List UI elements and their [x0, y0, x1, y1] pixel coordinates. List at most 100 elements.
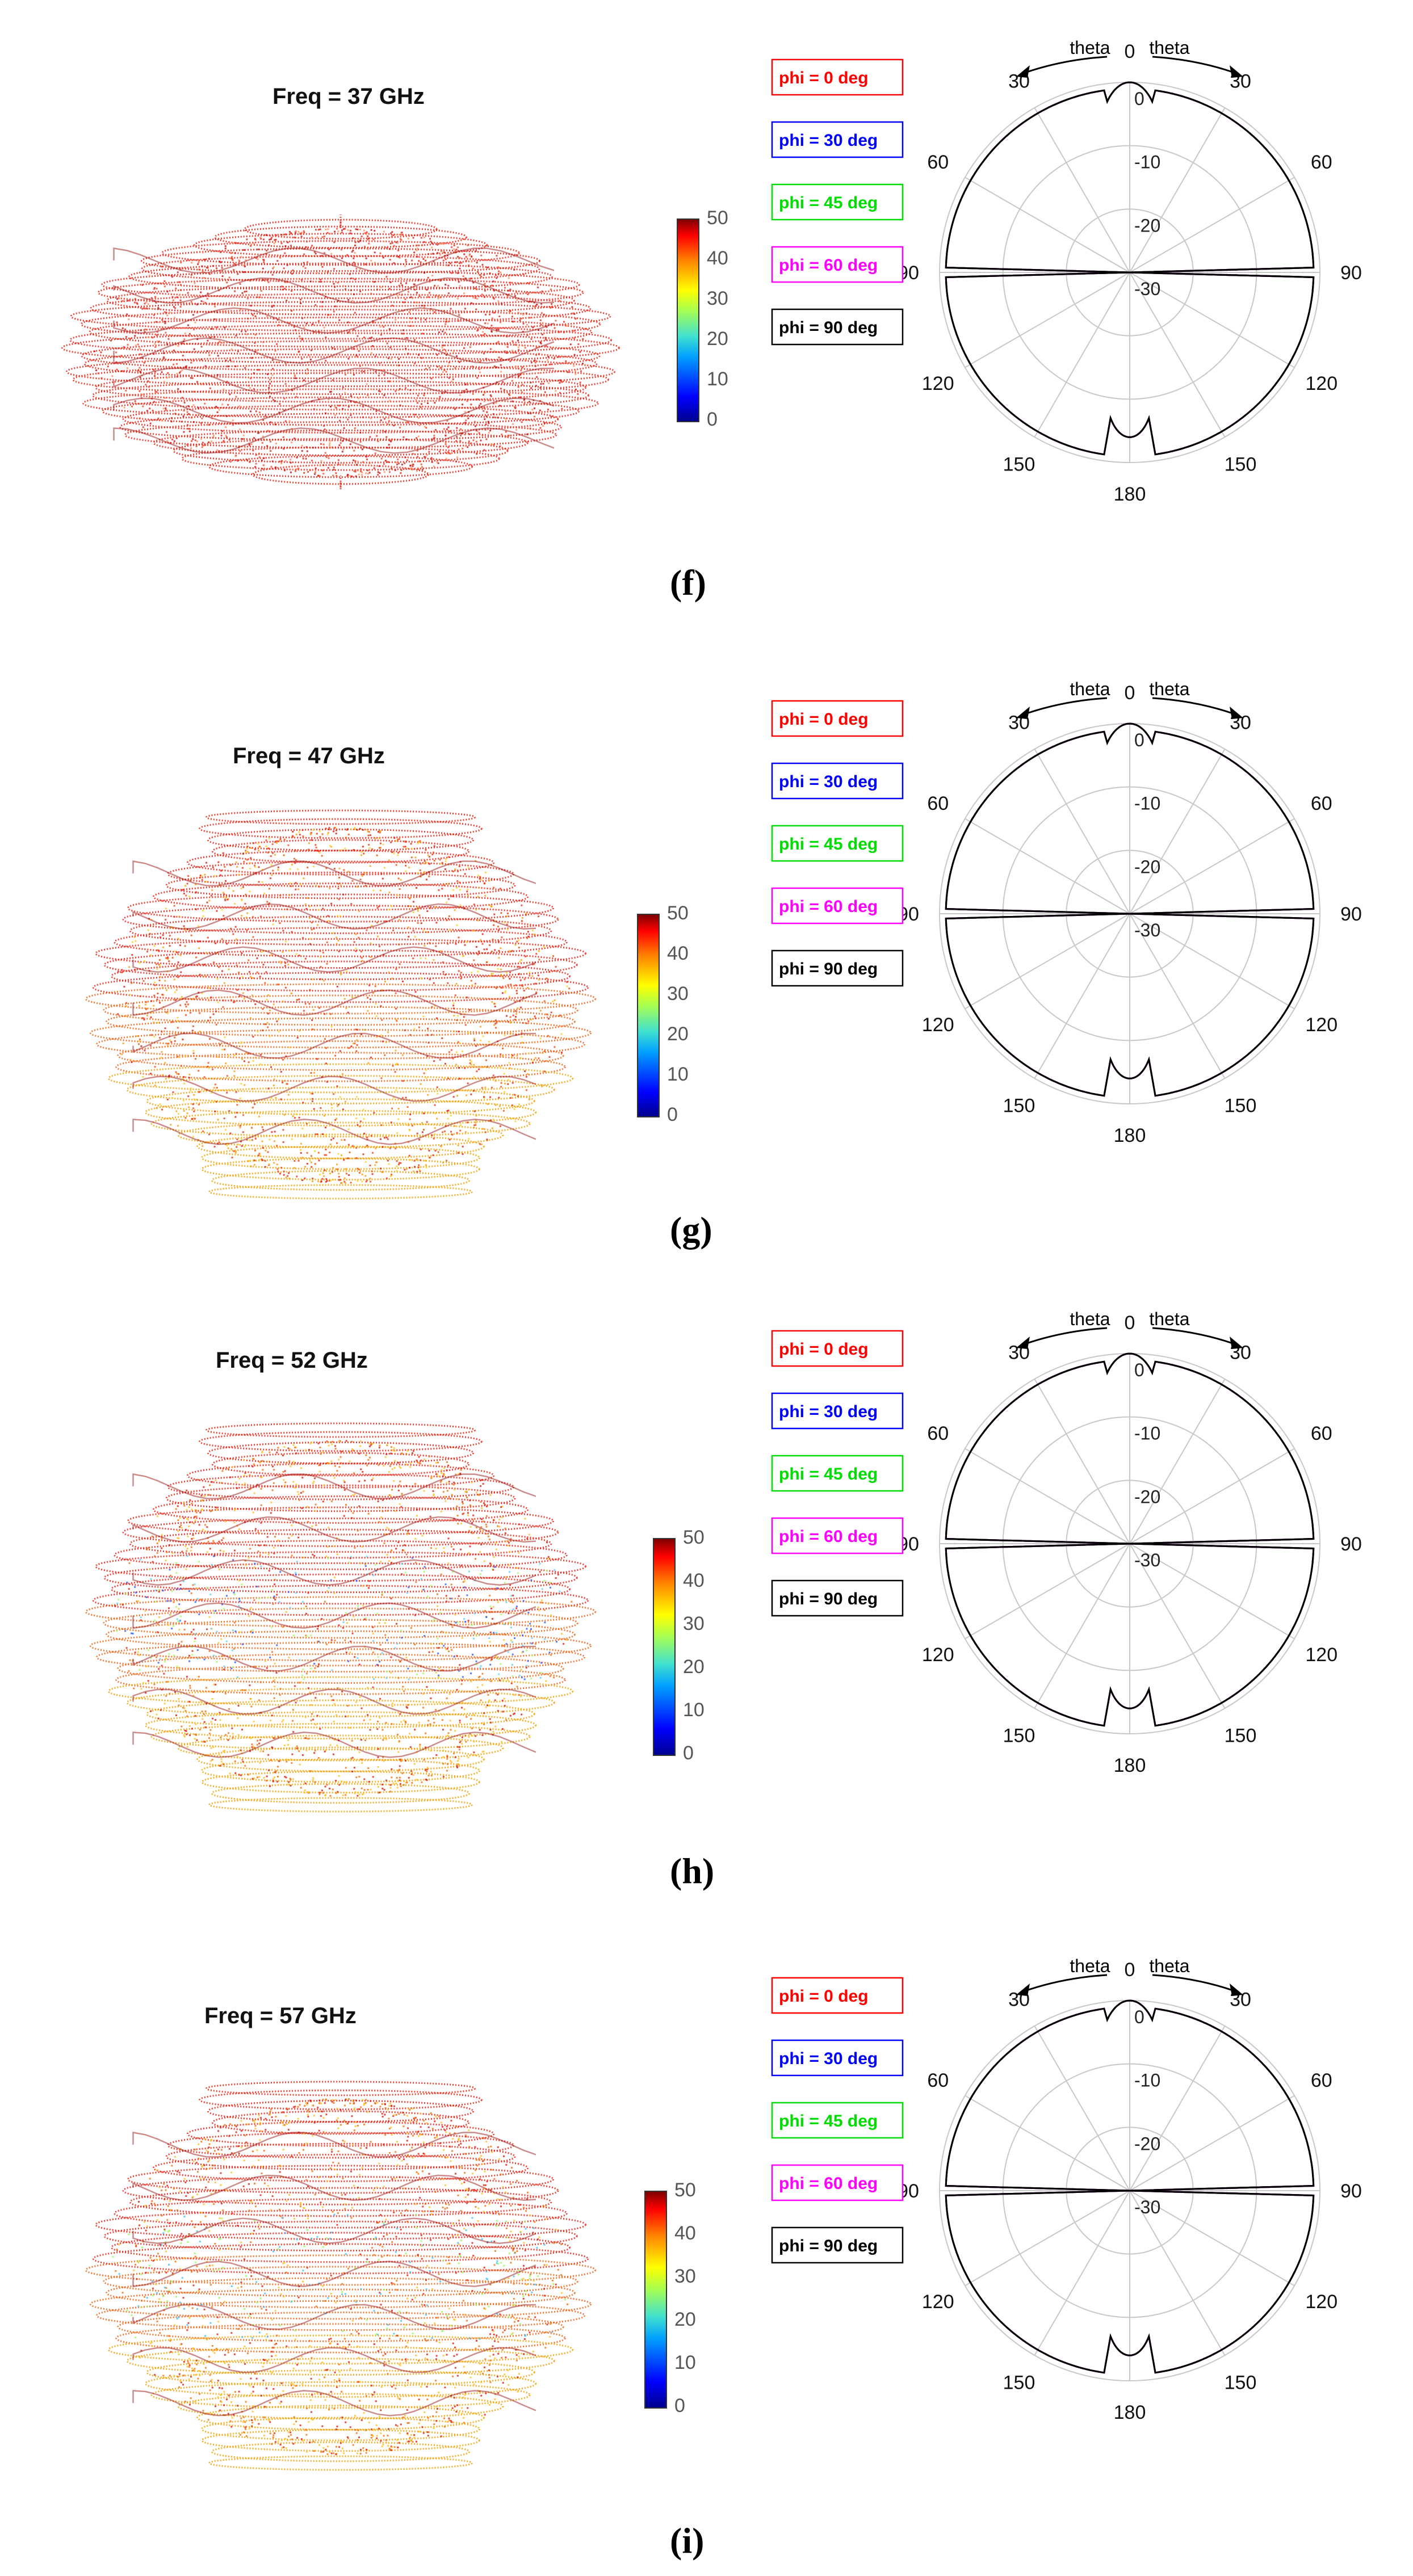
colorbar-tick-label: 40 — [674, 2222, 696, 2244]
pattern-ring — [124, 421, 557, 449]
colorbar-tick-label: 50 — [667, 902, 689, 924]
colorbar — [653, 1538, 676, 1756]
polar-grid — [939, 723, 1320, 1104]
pattern-ring — [214, 225, 467, 249]
pattern-ring — [193, 233, 488, 258]
pattern-ring — [177, 1734, 504, 1762]
pattern-ring — [107, 1063, 574, 1094]
pattern-ring — [115, 1665, 566, 1695]
pattern-ring — [126, 1688, 555, 1717]
pattern-ring — [103, 949, 578, 981]
pattern-ring — [107, 1676, 574, 1707]
pattern-ring — [211, 1452, 470, 1477]
legend-label: phi = 30 deg — [779, 2049, 878, 2068]
theta-tick-label: 90 — [1340, 2180, 1362, 2202]
theta-tick-label: 90 — [1340, 1533, 1362, 1555]
pattern-ring — [165, 1484, 516, 1512]
pattern-ring — [95, 1551, 586, 1582]
pattern-ring — [186, 850, 495, 876]
pattern-ring — [186, 2121, 495, 2147]
pattern-ring — [110, 2232, 571, 2263]
polar-plot: 03060901201501801501209060300-10-20-30th… — [771, 1956, 1362, 2423]
figure-panel-i: Freq = 57 GHz 0 30 60 90 120 150 180 150 120 90 60… — [0, 1930, 1413, 2576]
pattern-lobes — [113, 247, 555, 454]
pattern-ring — [85, 983, 597, 1015]
pattern-ring — [110, 1573, 571, 1605]
theta-arrow-label: theta — [1149, 1309, 1189, 1329]
legend-entry: phi = 0 deg — [771, 1977, 904, 2014]
pattern-ring — [126, 2346, 555, 2376]
series-line — [945, 1999, 1315, 2374]
pattern-ring — [206, 1422, 476, 1438]
theta-arrow-label: theta — [1070, 679, 1110, 699]
theta-arrow-label: theta — [1070, 1309, 1110, 1329]
freq-title: Freq = 57 GHz — [204, 2003, 357, 2028]
pattern-ring — [117, 1040, 564, 1071]
theta-tick-label: 150 — [1003, 1095, 1035, 1117]
pattern-ring — [146, 2358, 535, 2387]
theta-tick-label: 180 — [1114, 1125, 1146, 1146]
colorbar-tick-label: 0 — [707, 409, 718, 430]
theta-tick-label: 150 — [1225, 2372, 1257, 2394]
pattern-ring — [95, 2209, 586, 2240]
legend-entry: phi = 60 deg — [771, 246, 904, 283]
pattern-ring — [201, 1770, 480, 1794]
pattern-ring — [165, 871, 516, 900]
pattern-ring — [122, 2176, 559, 2205]
pattern-ring — [141, 247, 540, 275]
pattern-lobes — [132, 1473, 536, 1758]
legend-entry: phi = 30 deg — [771, 1392, 904, 1430]
pattern-ring — [146, 1086, 535, 1116]
legend-entry: phi = 90 deg — [771, 1579, 904, 1617]
pattern-ring — [152, 2154, 529, 2182]
colorbar-tick-label: 10 — [683, 1699, 705, 1721]
legend-entry: phi = 60 deg — [771, 1517, 904, 1554]
pattern-ring — [85, 2254, 597, 2286]
theta-tick-label: 90 — [1340, 904, 1362, 925]
figure-panel-f: Freq = 37 GHz 0 30 60 90 120 150 180 150 120 90 60… — [0, 0, 1413, 636]
pattern-ring — [115, 1052, 566, 1082]
pattern-ring — [122, 905, 559, 934]
pattern-ring — [127, 2165, 554, 2194]
pattern-curves — [945, 722, 1315, 1097]
theta-tick-label: 60 — [1311, 2070, 1332, 2091]
pattern-ring — [152, 1495, 529, 1524]
pattern-ring — [150, 1110, 531, 1138]
pattern-ring — [201, 2417, 480, 2441]
freq-title: Freq = 47 GHz — [233, 743, 385, 768]
pattern-ring — [83, 348, 598, 380]
colorbar — [644, 2191, 667, 2409]
theta-tick-label: 0 — [1125, 41, 1135, 62]
legend-label: phi = 30 deg — [779, 131, 878, 150]
pattern-ring — [103, 1562, 578, 1594]
pattern-ring — [114, 927, 568, 957]
pattern-ring — [206, 2081, 476, 2096]
colorbar-tick-label: 30 — [674, 2266, 696, 2287]
pattern-ring — [65, 356, 616, 388]
legend-label: phi = 0 deg — [779, 1340, 869, 1359]
pattern-ring — [207, 2099, 474, 2123]
radial-tick-label: -30 — [1134, 1550, 1160, 1570]
theta-arrow-label: theta — [1149, 1956, 1189, 1976]
colorbar — [637, 914, 660, 1117]
legend-entry: phi = 45 deg — [771, 2102, 904, 2139]
pattern-ring — [115, 2323, 566, 2354]
legend-label: phi = 0 deg — [779, 69, 869, 87]
theta-tick-label: 0 — [1125, 682, 1135, 704]
pattern-ring — [153, 429, 529, 456]
pattern-ring — [95, 2300, 586, 2331]
colorbar-tick-label: 40 — [707, 247, 728, 269]
pattern-ring — [101, 270, 580, 300]
theta-arrow-label: theta — [1149, 679, 1189, 699]
freq-title: Freq = 37 GHz — [272, 84, 425, 109]
legend-entry: phi = 30 deg — [771, 121, 904, 158]
pattern-ring — [81, 340, 601, 372]
colorbar-tick-label: 40 — [667, 943, 689, 964]
pattern-ring — [126, 1075, 555, 1104]
pattern-ring — [208, 1797, 473, 1813]
pattern-ring — [201, 2428, 480, 2452]
pattern-ring — [89, 1630, 592, 1662]
legend-label: phi = 60 deg — [779, 897, 878, 916]
theta-tick-label: 150 — [1225, 1725, 1257, 1747]
pattern-ring — [82, 388, 599, 418]
